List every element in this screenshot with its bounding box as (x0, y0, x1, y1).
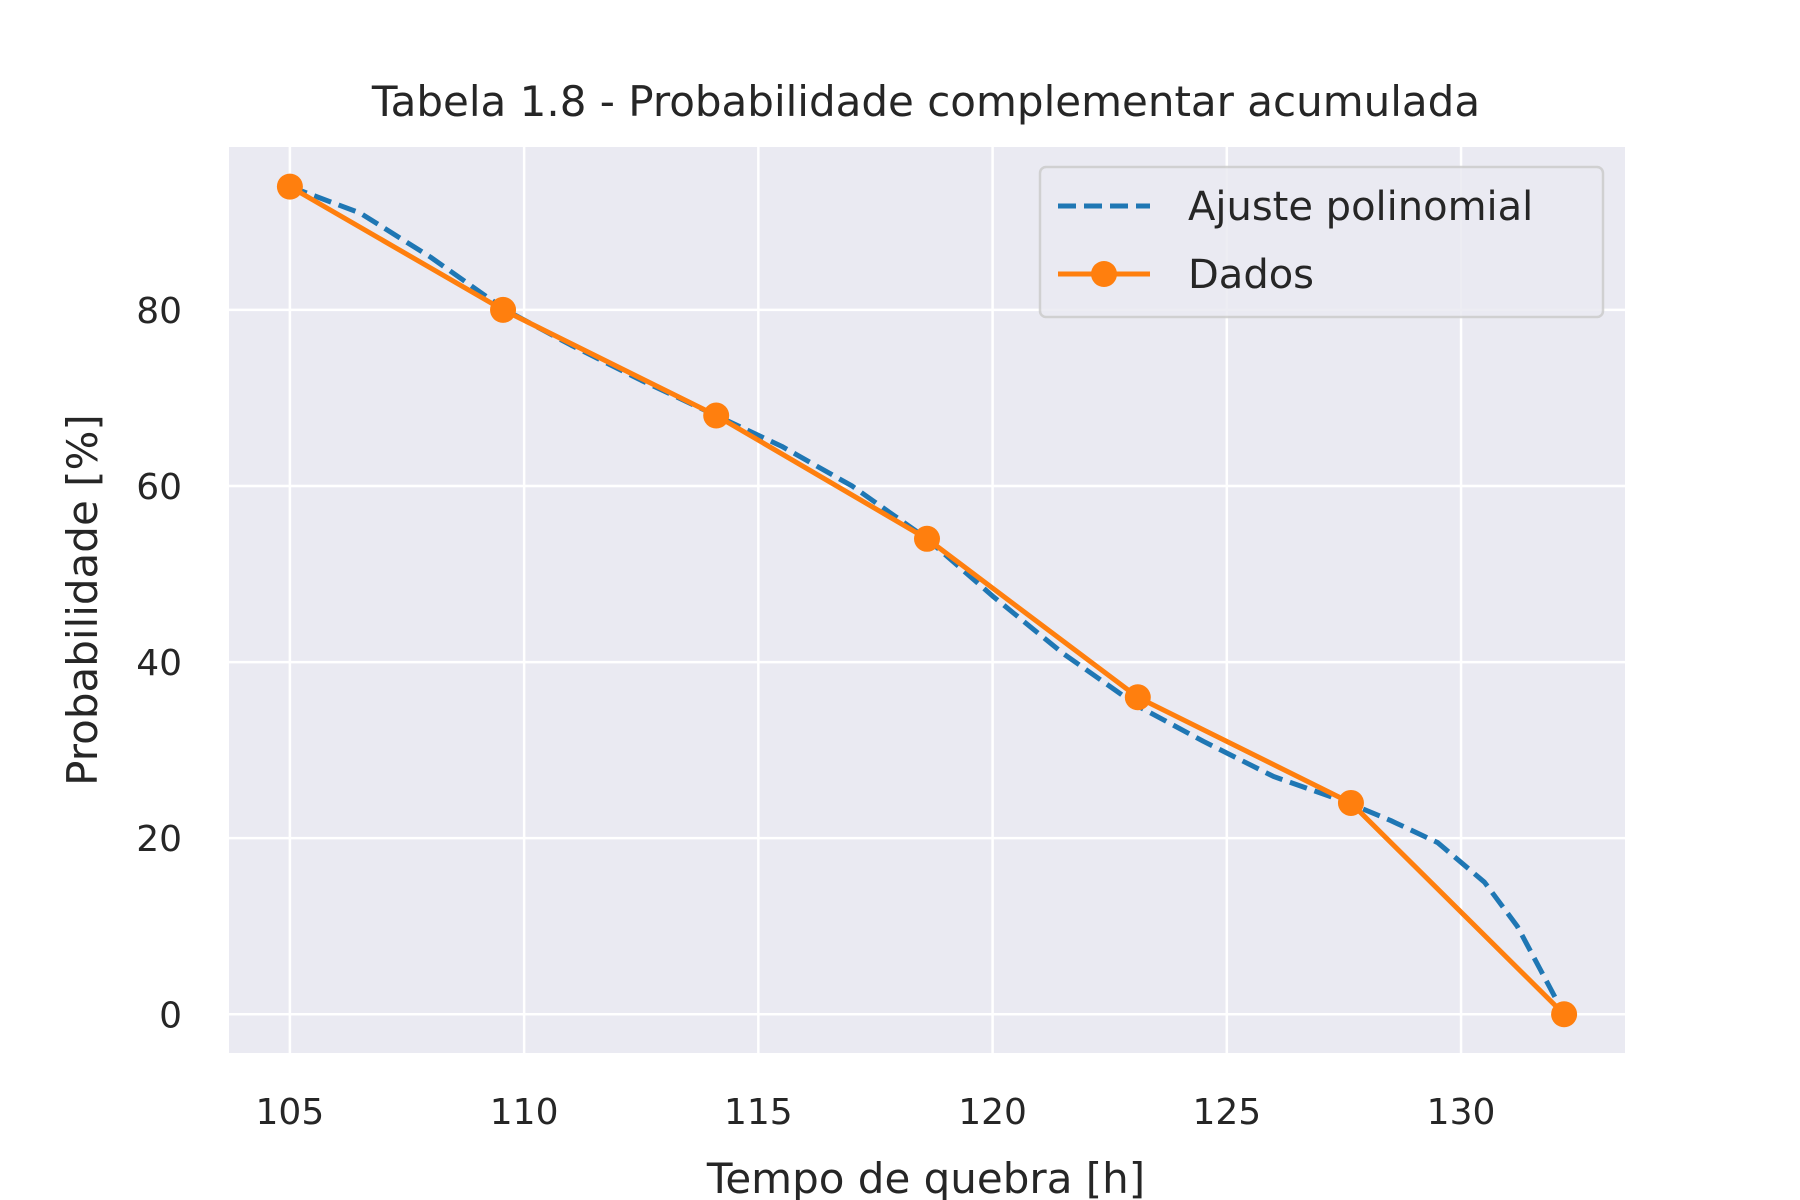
data-point (276, 173, 303, 200)
y-axis-label: Probabilidade [%] (58, 414, 107, 786)
data-point (1124, 684, 1151, 711)
x-axis-ticks: 105 110 115 120 125 130 (256, 1092, 1496, 1133)
series-layer (276, 173, 1578, 1028)
y-tick-label: 60 (136, 467, 182, 508)
x-tick-label: 110 (490, 1092, 559, 1133)
x-axis-label: Tempo de quebra [h] (706, 1154, 1145, 1200)
y-axis-ticks: 0 20 40 60 80 (136, 291, 182, 1036)
data-point (1337, 789, 1364, 816)
legend-label-dados: Dados (1188, 252, 1314, 298)
y-tick-label: 20 (136, 819, 182, 860)
data-point (703, 402, 730, 429)
x-tick-label: 115 (724, 1092, 793, 1133)
legend-marker-dados (1091, 261, 1117, 287)
x-tick-label: 105 (256, 1092, 325, 1133)
legend-box (1038, 165, 1605, 319)
data-point (1551, 1001, 1578, 1028)
data-point (914, 525, 940, 552)
x-tick-label: 130 (1427, 1092, 1496, 1133)
legend: Ajuste polinomial Dados (1038, 165, 1605, 319)
legend-label-ajuste: Ajuste polinomial (1188, 184, 1533, 230)
chart-title: Tabela 1.8 - Probabilidade complementar … (371, 77, 1480, 126)
x-tick-label: 120 (958, 1092, 1027, 1133)
y-tick-label: 40 (136, 643, 182, 684)
y-tick-label: 80 (136, 291, 182, 332)
data-point (490, 296, 517, 323)
y-tick-label: 0 (159, 995, 182, 1036)
x-tick-label: 125 (1192, 1092, 1261, 1133)
